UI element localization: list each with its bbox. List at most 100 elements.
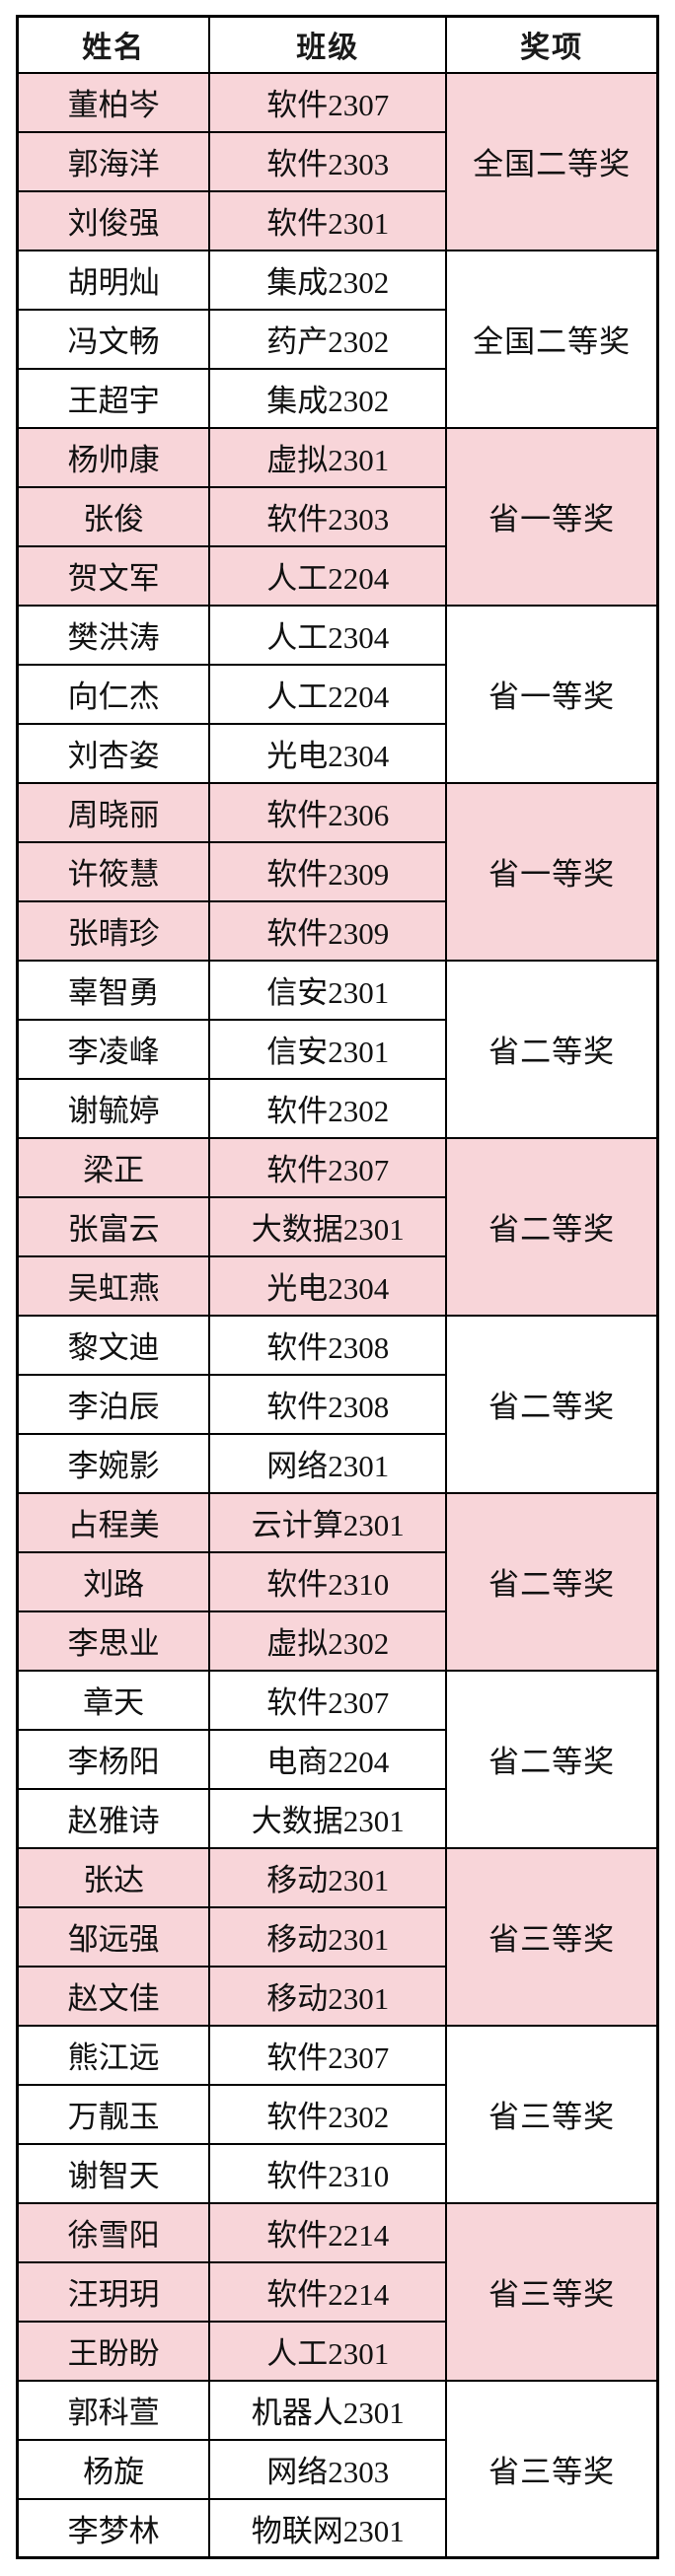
table-row: 辜智勇 信安2301 省二等奖: [16, 959, 659, 1139]
award-cell: 省一等奖: [445, 426, 659, 607]
table-header: 姓名 班级 奖项: [16, 15, 659, 74]
class-cell: 光电2304: [208, 722, 448, 784]
name-cell: 王盼盼: [16, 2320, 211, 2382]
name-cell: 张达: [16, 1846, 211, 1908]
class-cell: 机器人2301: [208, 2379, 448, 2441]
name-cell: 谢智天: [16, 2142, 211, 2204]
table-row: 谢毓婷 软件2302: [16, 1077, 658, 1139]
name-cell: 张富云: [16, 1195, 211, 1257]
class-cell: 移动2301: [208, 1965, 448, 2027]
class-cell: 云计算2301: [208, 1491, 448, 1553]
award-cell: 全国二等奖: [445, 249, 659, 429]
table-row: 汪玥玥 软件2214: [16, 2260, 658, 2323]
table-row: 李思业 虚拟2302: [16, 1610, 658, 1672]
class-cell: 软件2308: [208, 1373, 448, 1435]
class-cell: 软件2307: [208, 1136, 448, 1198]
class-cell: 软件2306: [208, 781, 448, 843]
award-cell: 省三等奖: [445, 2024, 659, 2204]
name-cell: 占程美: [16, 1491, 211, 1553]
name-cell: 张晴珍: [16, 899, 211, 962]
class-cell: 人工2204: [208, 663, 448, 725]
class-cell: 软件2214: [208, 2260, 448, 2323]
class-cell: 软件2302: [208, 2083, 448, 2145]
table-row: 张达 移动2301 省三等奖: [16, 1846, 659, 2027]
class-cell: 集成2302: [208, 367, 448, 429]
table-row: 谢智天 软件2310: [16, 2142, 658, 2204]
class-cell: 人工2204: [208, 544, 448, 607]
table-row: 赵文佳 移动2301: [16, 1965, 658, 2027]
name-cell: 杨旋: [16, 2438, 211, 2500]
class-cell: 人工2301: [208, 2320, 448, 2382]
class-cell: 软件2308: [208, 1314, 448, 1376]
table-row: 占程美 云计算2301 省二等奖: [16, 1491, 659, 1672]
class-cell: 网络2303: [208, 2438, 448, 2500]
name-cell: 向仁杰: [16, 663, 211, 725]
header-name: 姓名: [16, 15, 211, 74]
table-row: 刘路 软件2310: [16, 1550, 658, 1612]
name-cell: 张俊: [16, 485, 211, 547]
table-row: 郭海洋 软件2303: [16, 130, 658, 192]
class-cell: 物联网2301: [208, 2497, 448, 2559]
table-row: 赵雅诗 大数据2301: [16, 1787, 658, 1849]
table-row: 吴虹燕 光电2304: [16, 1254, 658, 1317]
name-cell: 李凌峰: [16, 1018, 211, 1080]
table-row: 梁正 软件2307 省二等奖: [16, 1136, 659, 1317]
table-row: 李杨阳 电商2204: [16, 1728, 658, 1790]
table-row: 李婉影 网络2301: [16, 1432, 658, 1494]
name-cell: 徐雪阳: [16, 2201, 211, 2263]
class-cell: 电商2204: [208, 1728, 448, 1790]
award-cell: 省二等奖: [445, 1491, 659, 1672]
table-row: 贺文军 人工2204: [16, 544, 658, 607]
class-cell: 软件2309: [208, 840, 448, 902]
table-body: 董柏岑 软件2307 全国二等奖 郭海洋 软件2303 刘俊强 软件2301 胡明灿 集成230…: [16, 71, 659, 2559]
award-cell: 省二等奖: [445, 1314, 659, 1494]
award-cell: 省三等奖: [445, 1846, 659, 2027]
name-cell: 贺文军: [16, 544, 211, 607]
award-cell: 省二等奖: [445, 959, 659, 1139]
class-cell: 集成2302: [208, 249, 448, 311]
name-cell: 郭海洋: [16, 130, 211, 192]
name-cell: 熊江远: [16, 2024, 211, 2086]
class-cell: 软件2303: [208, 485, 448, 547]
name-cell: 李杨阳: [16, 1728, 211, 1790]
name-cell: 刘路: [16, 1550, 211, 1612]
name-cell: 李思业: [16, 1610, 211, 1672]
name-cell: 汪玥玥: [16, 2260, 211, 2323]
name-cell: 许筱慧: [16, 840, 211, 902]
name-cell: 李梦林: [16, 2497, 211, 2559]
table-row: 王盼盼 人工2301: [16, 2320, 658, 2382]
table-row: 胡明灿 集成2302 全国二等奖: [16, 249, 659, 429]
class-cell: 软件2302: [208, 1077, 448, 1139]
table-row: 杨帅康 虚拟2301 省一等奖: [16, 426, 659, 607]
name-cell: 董柏岑: [16, 71, 211, 133]
table-row: 董柏岑 软件2307 全国二等奖: [16, 71, 659, 251]
table-row: 刘俊强 软件2301: [16, 189, 658, 251]
table-row: 黎文迪 软件2308 省二等奖: [16, 1314, 659, 1494]
header-row: 姓名 班级 奖项: [16, 15, 659, 74]
class-cell: 人工2304: [208, 604, 448, 666]
class-cell: 移动2301: [208, 1905, 448, 1968]
class-cell: 虚拟2301: [208, 426, 448, 488]
table-row: 李梦林 物联网2301: [16, 2497, 658, 2559]
name-cell: 周晓丽: [16, 781, 211, 843]
class-cell: 软件2214: [208, 2201, 448, 2263]
name-cell: 郭科萱: [16, 2379, 211, 2441]
class-cell: 软件2307: [208, 71, 448, 133]
name-cell: 谢毓婷: [16, 1077, 211, 1139]
table-row: 郭科萱 机器人2301 省三等奖: [16, 2379, 659, 2559]
name-cell: 李婉影: [16, 1432, 211, 1494]
table-row: 刘杏姿 光电2304: [16, 722, 658, 784]
name-cell: 吴虹燕: [16, 1254, 211, 1317]
name-cell: 冯文畅: [16, 308, 211, 370]
table-row: 张晴珍 软件2309: [16, 899, 658, 962]
table-row: 向仁杰 人工2204: [16, 663, 658, 725]
table-row: 李凌峰 信安2301: [16, 1018, 658, 1080]
name-cell: 辜智勇: [16, 959, 211, 1021]
name-cell: 胡明灿: [16, 249, 211, 311]
award-cell: 省一等奖: [445, 781, 659, 962]
class-cell: 光电2304: [208, 1254, 448, 1317]
class-cell: 软件2301: [208, 189, 448, 251]
class-cell: 软件2307: [208, 1669, 448, 1731]
name-cell: 黎文迪: [16, 1314, 211, 1376]
